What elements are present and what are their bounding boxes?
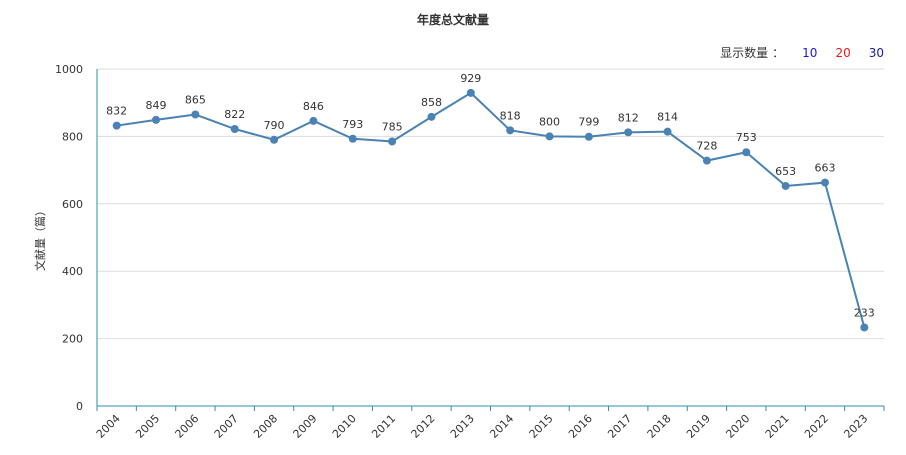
x-tick-label: 2016 xyxy=(566,412,595,441)
display-count-option-10[interactable]: 10 xyxy=(802,45,818,60)
x-tick-label: 2012 xyxy=(409,412,438,441)
y-tick-label: 800 xyxy=(62,130,83,143)
display-count-option-20[interactable]: 20 xyxy=(835,45,851,60)
y-tick-label: 0 xyxy=(76,400,83,413)
data-point[interactable] xyxy=(742,148,751,157)
data-point[interactable] xyxy=(191,110,200,119)
y-tick-label: 200 xyxy=(62,333,83,346)
data-label: 812 xyxy=(618,111,639,124)
y-axis-label: 文献量（篇） xyxy=(33,205,47,271)
x-tick-label: 2008 xyxy=(251,412,280,441)
x-tick-label: 2021 xyxy=(763,412,792,441)
data-label: 818 xyxy=(500,109,521,122)
x-tick-label: 2019 xyxy=(684,412,713,441)
x-tick-label: 2017 xyxy=(605,412,634,441)
data-label: 800 xyxy=(539,115,560,128)
data-label: 790 xyxy=(264,119,285,132)
x-tick-labels: 2004 2005 2006 2007 2008 2009 2010 2011 2012 2013… xyxy=(94,412,871,441)
data-label: 653 xyxy=(775,165,796,178)
data-label: 832 xyxy=(106,105,127,118)
x-tick-label: 2013 xyxy=(448,412,477,441)
x-tick-label: 2010 xyxy=(330,412,359,441)
data-point[interactable] xyxy=(624,128,633,137)
data-points xyxy=(112,88,869,332)
data-point[interactable] xyxy=(466,88,475,97)
x-tick-label: 2014 xyxy=(487,412,516,441)
data-point[interactable] xyxy=(860,323,869,332)
display-count-selector: 显示数量 ： 10 20 30 xyxy=(720,44,884,61)
y-tick-labels: 0 200 400 600 800 1000 xyxy=(55,63,83,413)
x-tick-label: 2018 xyxy=(645,412,674,441)
y-tick-label: 600 xyxy=(62,198,83,211)
data-label: 753 xyxy=(736,131,757,144)
x-tick-label: 2009 xyxy=(291,412,320,441)
data-label: 929 xyxy=(460,72,481,85)
x-tick-label: 2004 xyxy=(94,412,123,441)
x-tick-label: 2006 xyxy=(173,412,202,441)
data-point[interactable] xyxy=(112,121,121,130)
y-tick-label: 1000 xyxy=(55,63,83,76)
data-point[interactable] xyxy=(702,156,711,165)
data-point[interactable] xyxy=(584,132,593,141)
data-label: 799 xyxy=(578,116,599,129)
series-line xyxy=(116,91,866,328)
data-label: 663 xyxy=(814,162,835,175)
display-count-label: 显示数量 xyxy=(720,46,769,60)
chart-title: 年度总文献量 xyxy=(416,13,489,27)
data-point[interactable] xyxy=(270,135,279,144)
data-label: 822 xyxy=(224,108,245,121)
x-tick-label: 2015 xyxy=(527,412,556,441)
display-count-option-30[interactable]: 30 xyxy=(868,45,884,60)
data-point[interactable] xyxy=(820,178,829,187)
data-point[interactable] xyxy=(152,115,161,124)
y-tick-label: 400 xyxy=(62,265,83,278)
data-label: 793 xyxy=(342,118,363,131)
grid-lines xyxy=(97,68,884,340)
x-tick-label: 2022 xyxy=(802,412,831,441)
data-label: 785 xyxy=(382,120,403,133)
display-count-separator: ： xyxy=(772,46,785,60)
data-label: 858 xyxy=(421,96,442,109)
data-point[interactable] xyxy=(545,132,554,141)
data-point[interactable] xyxy=(781,181,790,190)
data-label: 849 xyxy=(146,99,167,112)
data-point[interactable] xyxy=(348,134,357,143)
data-point[interactable] xyxy=(309,116,318,125)
data-label: 814 xyxy=(657,111,678,124)
data-label: 865 xyxy=(185,93,206,106)
data-labels: 832 849 865 822 790 846 793 785 858 929 818 800 799 8… xyxy=(106,72,875,320)
axes xyxy=(96,69,885,411)
data-point[interactable] xyxy=(663,127,672,136)
x-tick-label: 2023 xyxy=(841,412,870,441)
data-label: 846 xyxy=(303,100,324,113)
data-label: 233 xyxy=(854,306,875,319)
data-point[interactable] xyxy=(427,112,436,121)
data-label: 728 xyxy=(696,140,717,153)
data-point[interactable] xyxy=(506,126,515,135)
data-point[interactable] xyxy=(230,124,239,133)
x-tick-label: 2005 xyxy=(133,412,162,441)
x-tick-label: 2020 xyxy=(723,412,752,441)
data-point[interactable] xyxy=(388,137,397,146)
x-tick-label: 2011 xyxy=(369,412,398,441)
x-tick-label: 2007 xyxy=(212,412,241,441)
